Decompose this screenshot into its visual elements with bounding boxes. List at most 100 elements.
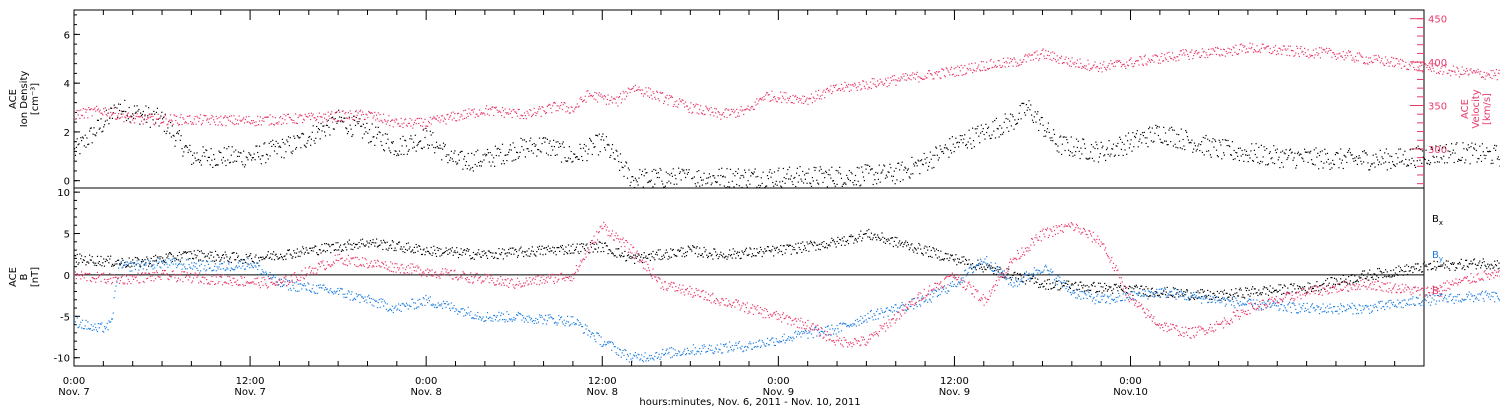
data-point	[174, 146, 175, 147]
data-point	[1187, 54, 1188, 55]
data-point	[299, 137, 300, 138]
data-point	[1208, 150, 1209, 151]
data-point	[1433, 156, 1434, 157]
data-point	[122, 258, 123, 259]
data-point	[1249, 43, 1250, 44]
data-point	[872, 78, 873, 79]
data-point	[954, 151, 955, 152]
data-point	[1006, 127, 1007, 128]
data-point	[1318, 53, 1319, 54]
data-point	[716, 255, 717, 256]
data-point	[230, 257, 231, 258]
data-point	[676, 100, 677, 101]
data-point	[1195, 51, 1196, 52]
data-point	[247, 121, 248, 122]
data-point	[697, 182, 698, 183]
data-point	[144, 259, 145, 260]
data-point	[1006, 61, 1007, 62]
data-point	[901, 165, 902, 166]
data-point	[1262, 161, 1263, 162]
data-point	[634, 91, 635, 92]
data-point	[120, 104, 121, 105]
data-point	[589, 93, 590, 94]
data-point	[944, 75, 945, 76]
data-point	[321, 130, 322, 131]
data-point	[1483, 77, 1484, 78]
data-point	[194, 118, 195, 119]
data-point	[770, 251, 771, 252]
data-point	[1392, 65, 1393, 66]
data-point	[1198, 143, 1199, 144]
data-point	[1100, 63, 1101, 64]
data-point	[623, 256, 624, 257]
data-point	[818, 90, 819, 91]
data-point	[1183, 49, 1184, 50]
data-point	[586, 102, 587, 103]
data-point	[707, 182, 708, 183]
data-point	[934, 155, 935, 156]
data-point	[1392, 161, 1393, 162]
data-point	[1238, 53, 1239, 54]
data-point	[1439, 73, 1440, 74]
data-point	[601, 251, 602, 252]
data-point	[704, 247, 705, 248]
data-point	[1081, 68, 1082, 69]
data-point	[170, 114, 171, 115]
data-point	[1189, 59, 1190, 60]
data-point	[181, 148, 182, 149]
data-point	[1396, 58, 1397, 59]
data-point	[617, 105, 618, 106]
data-point	[1186, 50, 1187, 51]
data-point	[495, 146, 496, 147]
data-point	[555, 103, 556, 104]
data-point	[314, 143, 315, 144]
data-point	[953, 74, 954, 75]
data-point	[973, 140, 974, 141]
data-point	[885, 178, 886, 179]
data-point	[159, 125, 160, 126]
data-point	[610, 251, 611, 252]
data-point	[1298, 53, 1299, 54]
data-point	[1423, 157, 1424, 158]
data-point	[275, 117, 276, 118]
data-point	[414, 247, 415, 248]
data-point	[704, 173, 705, 174]
data-point	[830, 178, 831, 179]
data-point	[1079, 67, 1080, 68]
data-point	[237, 156, 238, 157]
data-point	[445, 119, 446, 120]
data-point	[1009, 121, 1010, 122]
data-point	[1455, 144, 1456, 145]
data-point	[565, 111, 566, 112]
data-point	[708, 110, 709, 111]
data-point	[476, 166, 477, 167]
data-point	[1243, 47, 1244, 48]
data-point	[423, 122, 424, 123]
data-point	[948, 157, 949, 158]
panel-frame	[74, 188, 1424, 366]
data-point	[1106, 69, 1107, 70]
data-point	[994, 120, 995, 121]
data-point	[119, 110, 120, 111]
data-point	[383, 114, 384, 115]
data-point	[805, 179, 806, 180]
data-point	[668, 98, 669, 99]
data-point	[726, 256, 727, 257]
data-point	[898, 78, 899, 79]
data-point	[78, 110, 79, 111]
data-point	[195, 158, 196, 159]
data-point	[670, 97, 671, 98]
data-point	[448, 249, 449, 250]
data-point	[137, 257, 138, 258]
data-point	[224, 117, 225, 118]
data-point	[441, 159, 442, 160]
data-point	[1347, 55, 1348, 56]
data-point	[888, 77, 889, 78]
data-point	[771, 91, 772, 92]
data-point	[750, 175, 751, 176]
data-point	[741, 258, 742, 259]
data-point	[1131, 139, 1132, 140]
data-point	[678, 104, 679, 105]
data-point	[1128, 65, 1129, 66]
data-point	[1113, 66, 1114, 67]
